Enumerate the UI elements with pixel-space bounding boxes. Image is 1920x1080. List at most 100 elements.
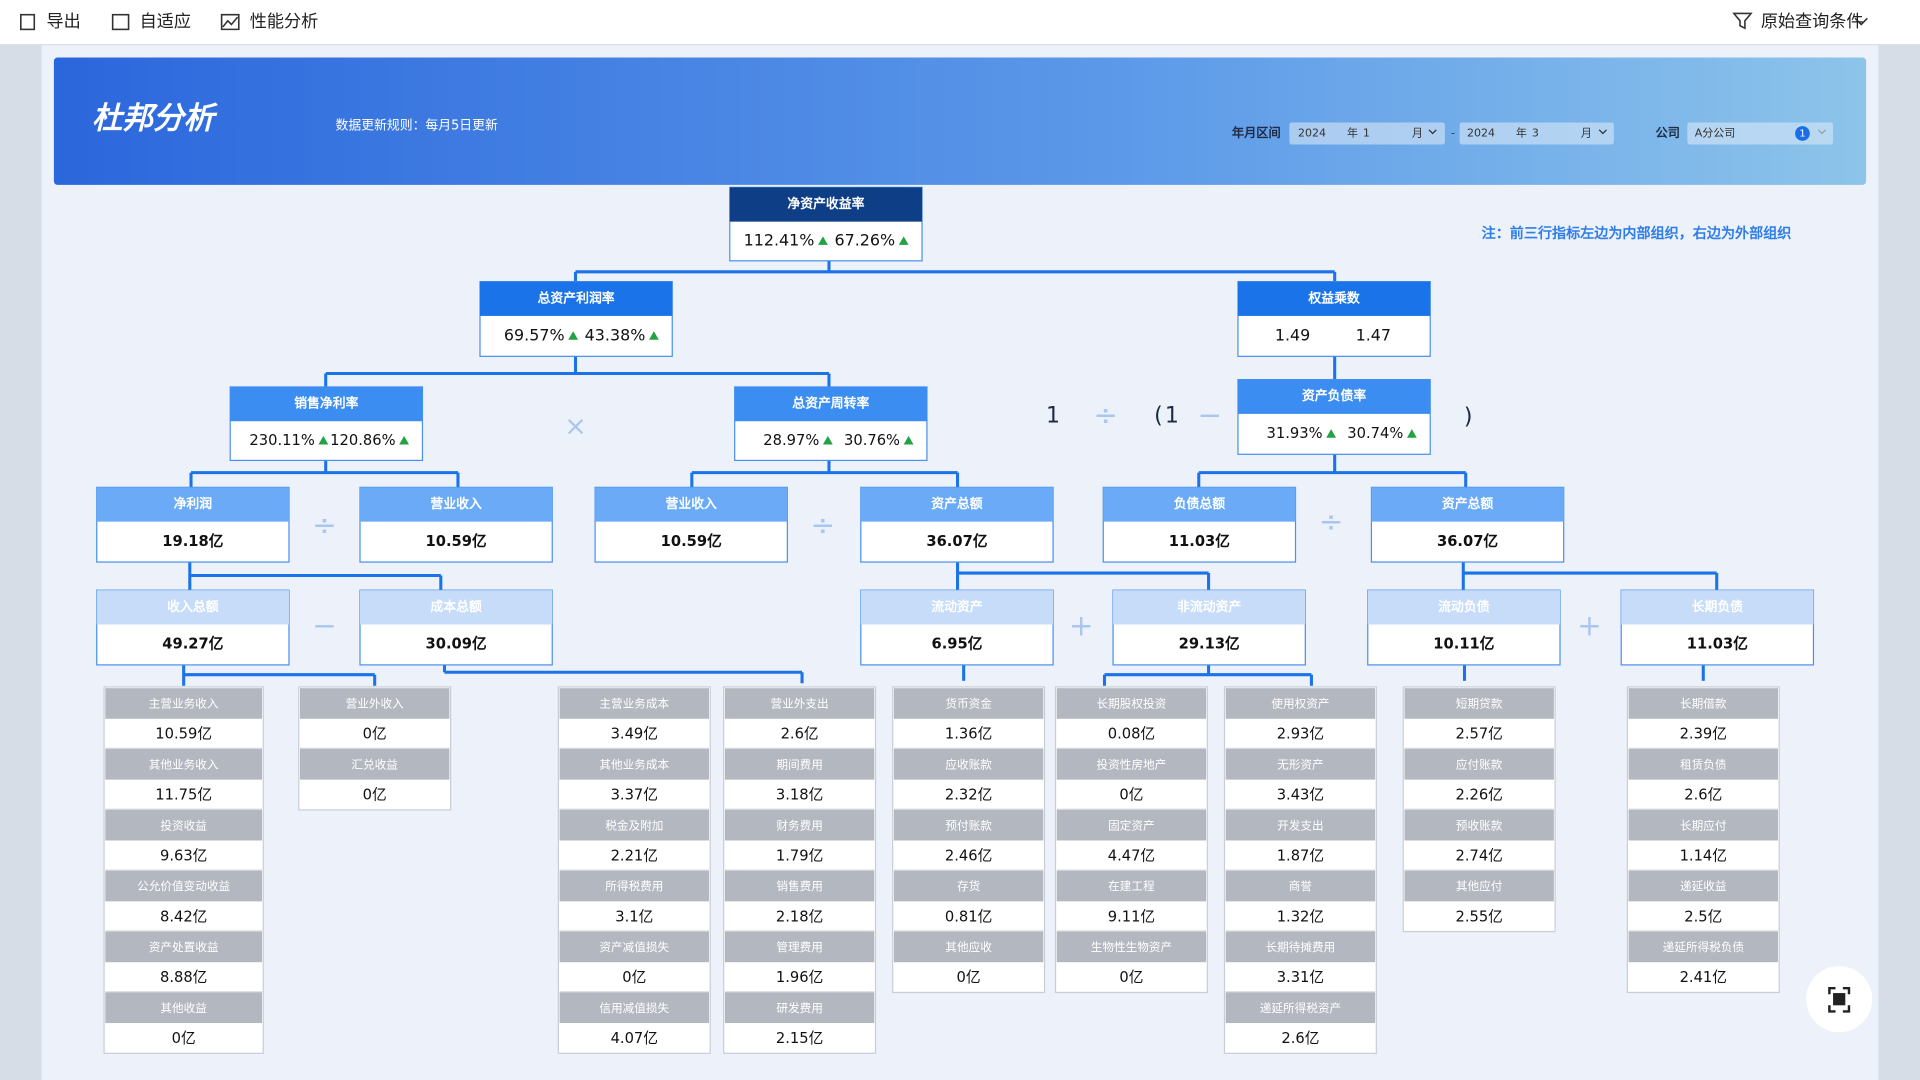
detail-label: 长期应付	[1680, 818, 1727, 832]
detail-value: 3.18亿	[776, 787, 823, 804]
detail-label-bg	[1225, 688, 1376, 719]
metric-header	[360, 590, 553, 625]
end-picker[interactable]	[1459, 122, 1614, 145]
toolbar-button[interactable]: 性能分析	[250, 12, 318, 32]
detail-label-bg	[1056, 809, 1207, 841]
detail-value: 11.75亿	[155, 787, 212, 804]
fullscreen-icon	[1828, 986, 1851, 1013]
detail-value: 2.39亿	[1680, 726, 1727, 743]
metric-header	[729, 187, 923, 222]
detail-value: 2.57亿	[1455, 726, 1502, 743]
detail-value: 4.07亿	[611, 1030, 658, 1047]
detail-value: 0.81亿	[945, 908, 992, 925]
metric-header	[480, 281, 673, 316]
detail-label-bg	[893, 809, 1044, 841]
detail-label-bg	[105, 809, 263, 841]
metric-header	[595, 487, 788, 522]
operator: )	[1464, 405, 1473, 430]
detail-value: 1.32亿	[1277, 908, 1324, 925]
detail-value: 2.26亿	[1455, 787, 1502, 804]
metric-title: 营业收入	[430, 496, 482, 512]
detail-label: 预收账款	[1456, 818, 1503, 832]
operator: +	[1577, 608, 1602, 642]
date-text: 2024	[1467, 126, 1495, 139]
detail-label-bg	[105, 688, 263, 719]
detail-value: 3.1亿	[615, 908, 653, 925]
operator: ÷	[312, 508, 337, 542]
detail-label: 短期贷款	[1456, 697, 1503, 711]
detail-label-bg	[724, 992, 875, 1024]
metric-value: 230.11%	[249, 432, 314, 449]
detail-label-bg	[105, 931, 263, 963]
detail-value: 0亿	[622, 969, 646, 986]
metric-value: 49.27亿	[162, 635, 223, 653]
count-text: 1	[1799, 128, 1805, 139]
detail-value: 2.21亿	[611, 847, 658, 864]
header-banner	[53, 57, 1867, 185]
metric-header	[1103, 487, 1296, 522]
detail-value: 2.18亿	[776, 908, 823, 925]
detail-value: 0亿	[957, 969, 981, 986]
detail-label-bg	[1628, 931, 1778, 963]
metric-title: 收入总额	[167, 599, 219, 615]
company-select[interactable]	[1687, 122, 1834, 145]
detail-label-bg	[1225, 870, 1376, 902]
metric-value: 30.09亿	[426, 635, 487, 653]
date-text: 月	[1581, 126, 1592, 139]
page-title: 杜邦分析	[92, 101, 219, 136]
detail-label: 营业外收入	[346, 697, 405, 711]
detail-value: 2.15亿	[776, 1030, 823, 1047]
detail-label-bg	[559, 809, 709, 841]
metric-title: 净资产收益率	[787, 196, 864, 212]
detail-label-bg	[1056, 749, 1207, 780]
detail-label: 销售费用	[776, 879, 823, 893]
detail-label: 主营业务收入	[149, 697, 219, 711]
detail-value: 2.46亿	[945, 847, 992, 864]
detail-label-bg	[893, 688, 1044, 719]
metric-value: 36.07亿	[926, 532, 987, 550]
detail-label: 投资收益	[160, 818, 207, 832]
detail-label: 固定资产	[1108, 818, 1155, 832]
detail-label-bg	[893, 931, 1044, 963]
detail-value: 9.63亿	[160, 847, 207, 864]
query-button[interactable]: 原始查询条件	[1761, 12, 1864, 32]
toolbar-icons	[20, 12, 1868, 31]
toolbar	[0, 0, 1920, 45]
metric-title: 净利润	[174, 496, 213, 512]
trend-up	[318, 435, 329, 445]
trend-up	[818, 236, 828, 245]
metric-value: 31.93%	[1267, 425, 1323, 442]
detail-label: 营业外支出	[771, 697, 829, 711]
metric-title: 长期负债	[1692, 599, 1744, 615]
start-picker[interactable]	[1289, 122, 1445, 145]
detail-label: 开发支出	[1277, 818, 1324, 832]
detail-value: 2.32亿	[945, 787, 992, 804]
metric-title: 非流动资产	[1177, 599, 1241, 615]
connector	[573, 260, 1337, 282]
metric-value: 28.97%	[763, 432, 819, 449]
detail-value: 2.6亿	[1684, 787, 1722, 804]
connector	[1197, 454, 1468, 488]
metric-value: 43.38%	[585, 326, 646, 345]
connector	[690, 460, 960, 488]
toolbar-button[interactable]: 自适应	[140, 12, 191, 32]
detail-label-bg	[1628, 688, 1778, 719]
metric-header	[860, 487, 1054, 522]
operator: ÷	[1093, 398, 1118, 432]
metric-header	[1237, 379, 1431, 414]
metric-value: 1.47	[1356, 326, 1391, 345]
trend-up	[399, 435, 410, 445]
toolbar-button[interactable]: 导出	[47, 12, 81, 32]
detail-label: 税金及附加	[605, 818, 663, 832]
detail-label: 汇兑收益	[351, 757, 398, 771]
detail-value: 1.36亿	[945, 726, 992, 743]
metric-title: 总资产利润率	[538, 290, 615, 306]
metric-title: 销售净利率	[294, 396, 358, 412]
detail-label-bg	[1628, 870, 1778, 902]
detail-label-bg	[105, 870, 263, 902]
detail-label: 应付账款	[1456, 757, 1503, 771]
detail-label: 商誉	[1289, 879, 1313, 893]
trend-up	[1326, 429, 1337, 438]
metric-header	[860, 590, 1054, 625]
